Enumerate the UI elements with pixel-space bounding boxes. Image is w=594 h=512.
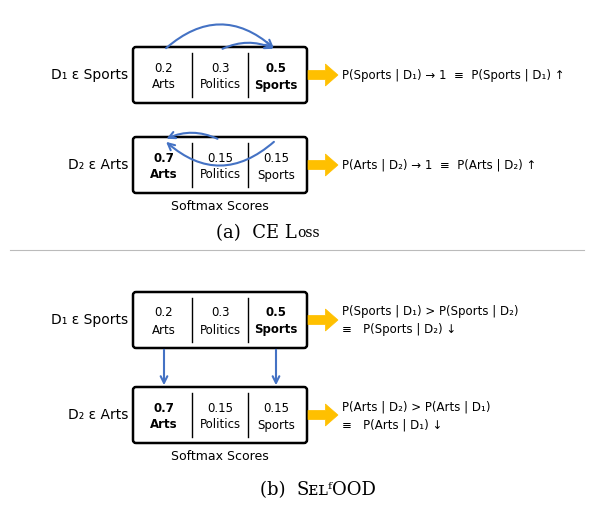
Text: Politics: Politics (200, 78, 241, 92)
Text: 0.7: 0.7 (154, 152, 175, 164)
Text: Arts: Arts (152, 78, 176, 92)
Text: Softmax Scores: Softmax Scores (171, 200, 269, 213)
Text: 0.15: 0.15 (207, 401, 233, 415)
Text: Sports: Sports (257, 168, 295, 181)
Text: 0.7: 0.7 (154, 401, 175, 415)
Text: 0.15: 0.15 (263, 401, 289, 415)
Text: Arts: Arts (150, 418, 178, 432)
Text: (b): (b) (260, 481, 297, 499)
Text: P(Arts | D₂) > P(Arts | D₁): P(Arts | D₂) > P(Arts | D₁) (342, 400, 491, 414)
Text: Politics: Politics (200, 418, 241, 432)
Text: 0.3: 0.3 (211, 307, 229, 319)
Polygon shape (308, 404, 338, 426)
Text: ≡   P(Arts | D₁) ↓: ≡ P(Arts | D₁) ↓ (342, 418, 443, 432)
Text: 0.15: 0.15 (207, 152, 233, 164)
Text: Softmax Scores: Softmax Scores (171, 450, 269, 463)
Text: 0.5: 0.5 (266, 307, 286, 319)
Text: SᴇʟᶠOOD: SᴇʟᶠOOD (297, 481, 377, 499)
Text: Politics: Politics (200, 324, 241, 336)
Text: P(Arts | D₂) → 1  ≡  P(Arts | D₂) ↑: P(Arts | D₂) → 1 ≡ P(Arts | D₂) ↑ (342, 159, 536, 172)
Text: 0.15: 0.15 (263, 152, 289, 164)
Polygon shape (308, 64, 338, 86)
Polygon shape (308, 309, 338, 331)
FancyBboxPatch shape (133, 47, 307, 103)
Text: D₂ ε Arts: D₂ ε Arts (68, 408, 128, 422)
Text: 0.2: 0.2 (154, 307, 173, 319)
Text: Arts: Arts (150, 168, 178, 181)
Text: P(Sports | D₁) > P(Sports | D₂): P(Sports | D₁) > P(Sports | D₂) (342, 306, 519, 318)
Text: ≡   P(Sports | D₂) ↓: ≡ P(Sports | D₂) ↓ (342, 324, 456, 336)
Text: D₁ ε Sports: D₁ ε Sports (51, 313, 128, 327)
FancyBboxPatch shape (133, 387, 307, 443)
Text: D₂ ε Arts: D₂ ε Arts (68, 158, 128, 172)
Text: D₁ ε Sports: D₁ ε Sports (51, 68, 128, 82)
Text: oss: oss (297, 226, 320, 240)
Polygon shape (308, 154, 338, 176)
FancyBboxPatch shape (133, 137, 307, 193)
Text: P(Sports | D₁) → 1  ≡  P(Sports | D₁) ↑: P(Sports | D₁) → 1 ≡ P(Sports | D₁) ↑ (342, 69, 565, 81)
Text: Sports: Sports (254, 324, 298, 336)
Text: Politics: Politics (200, 168, 241, 181)
Text: 0.3: 0.3 (211, 61, 229, 75)
Text: 0.2: 0.2 (154, 61, 173, 75)
Text: Arts: Arts (152, 324, 176, 336)
Text: (a)  CE L: (a) CE L (216, 224, 297, 242)
Text: Sports: Sports (257, 418, 295, 432)
Text: Sports: Sports (254, 78, 298, 92)
FancyBboxPatch shape (133, 292, 307, 348)
Text: 0.5: 0.5 (266, 61, 286, 75)
